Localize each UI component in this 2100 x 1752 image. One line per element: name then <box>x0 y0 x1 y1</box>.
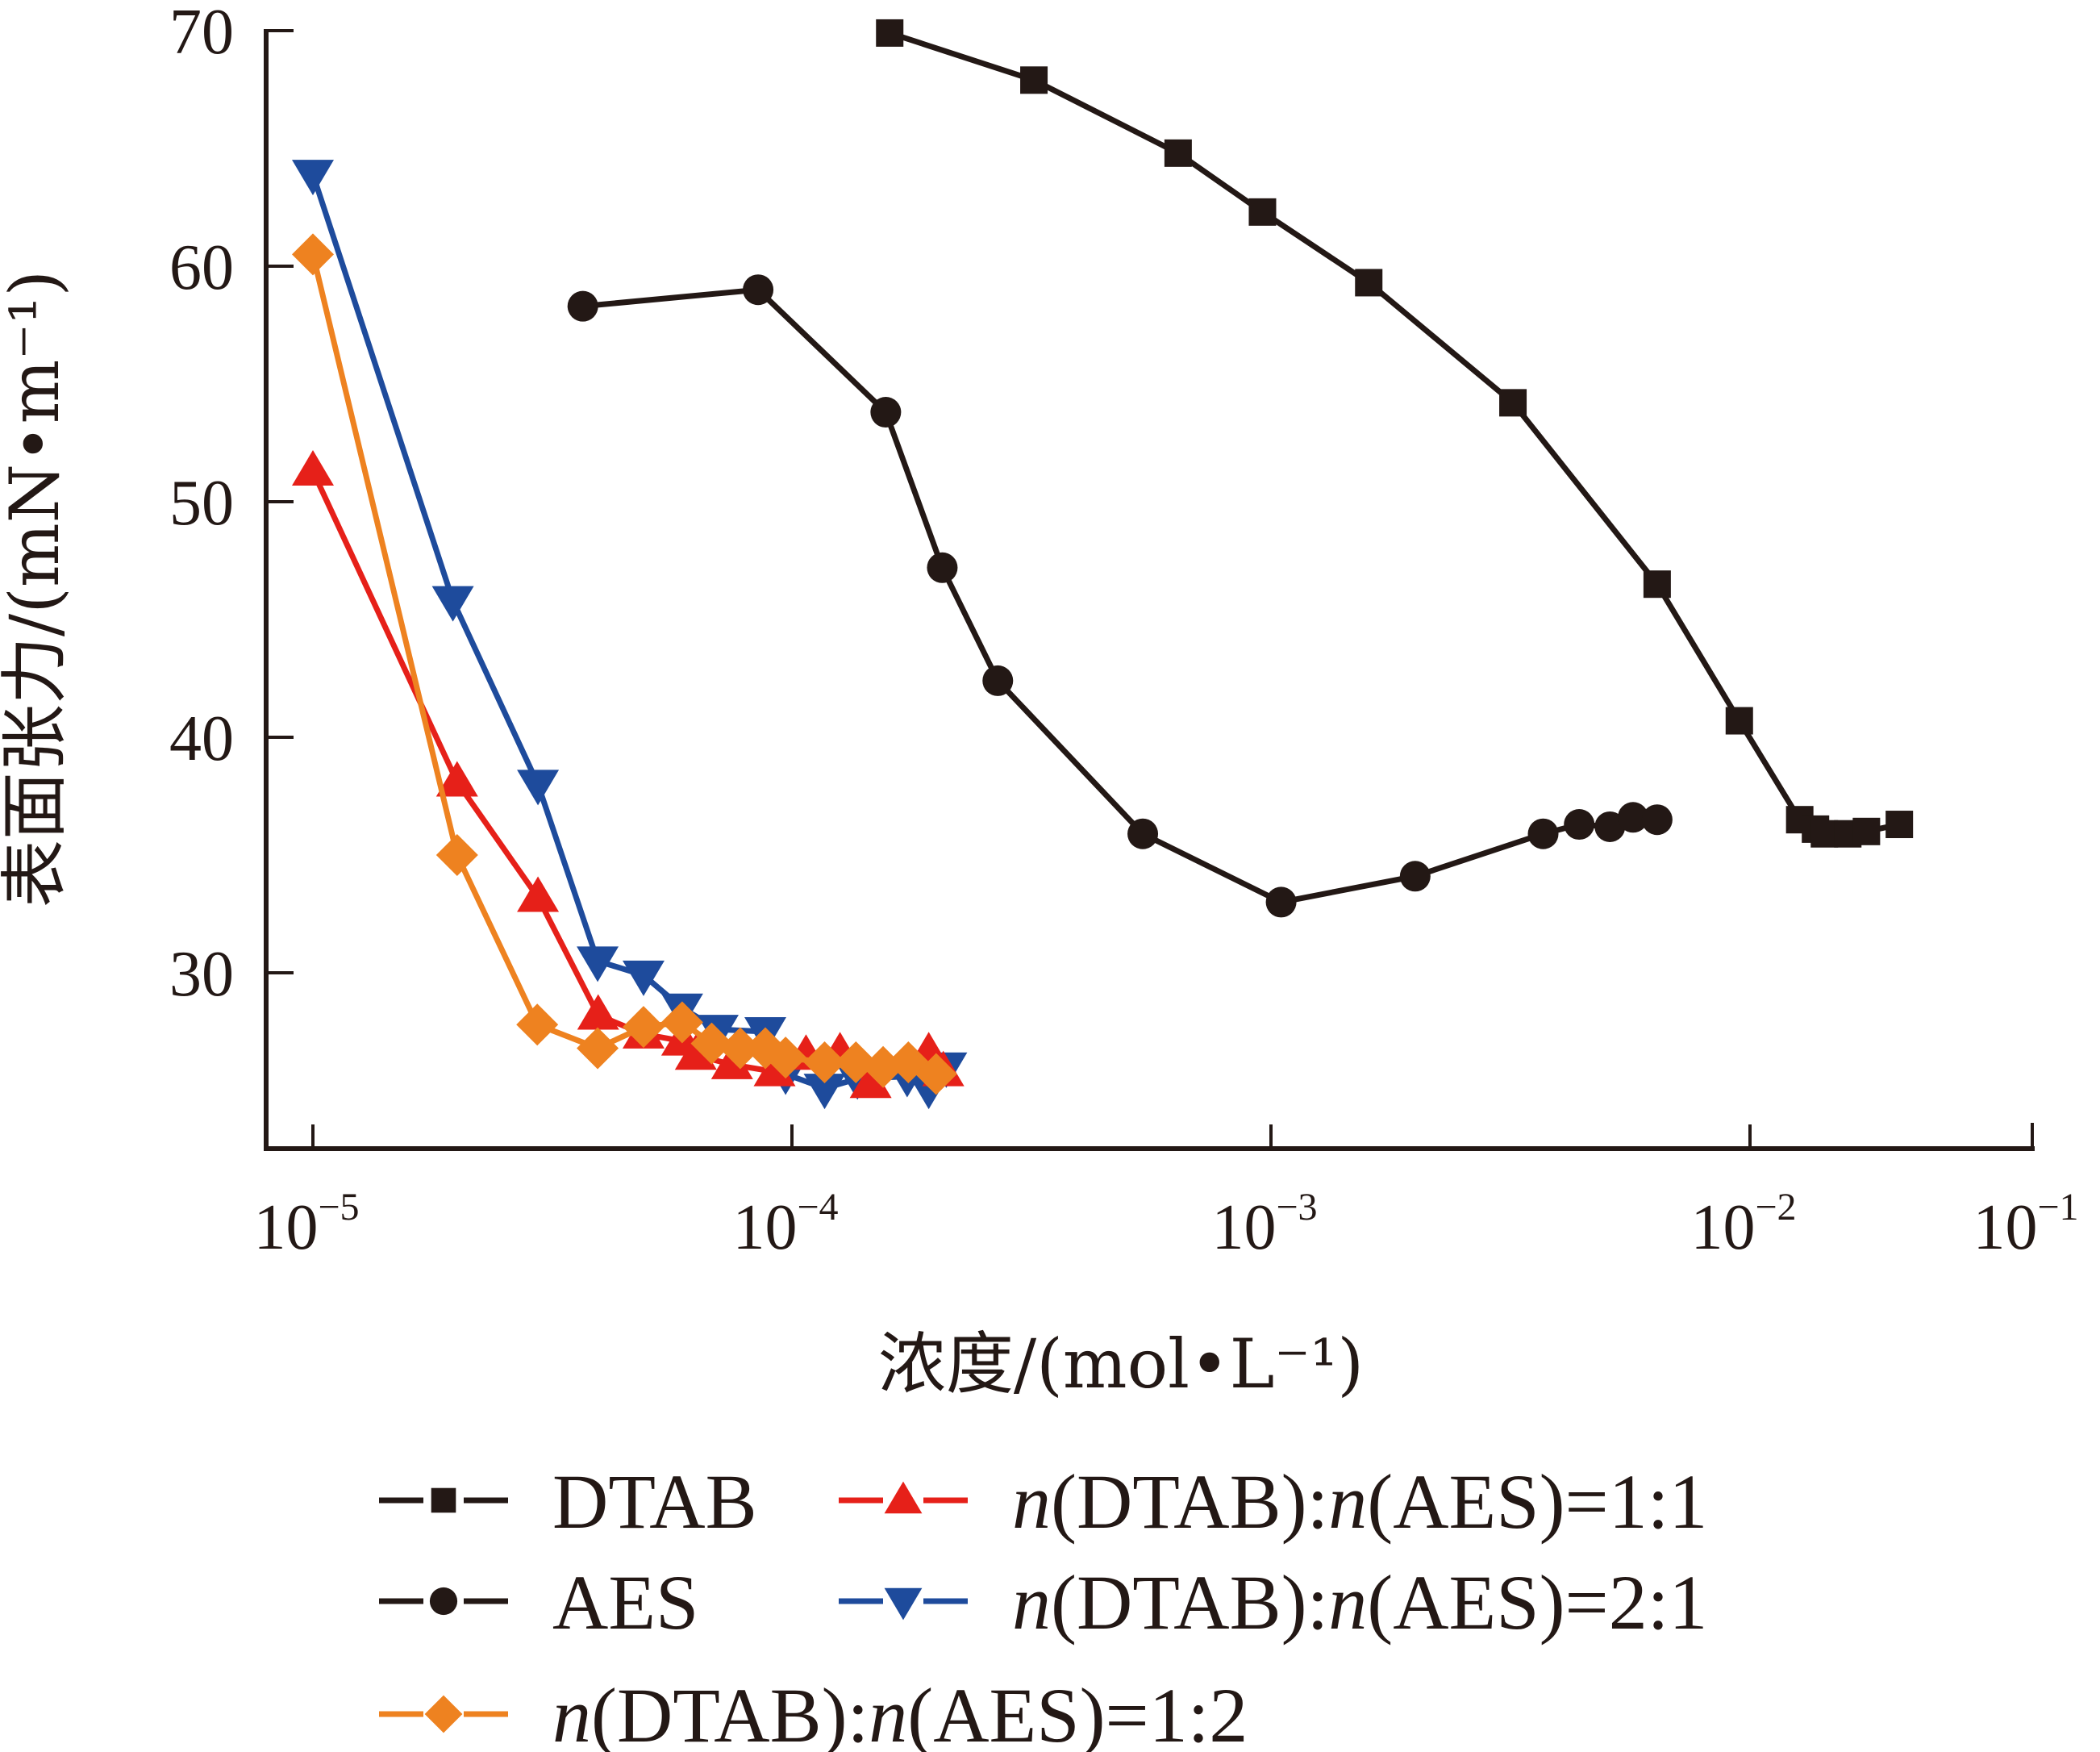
data-point-aes <box>1265 886 1297 918</box>
data-point-dtab <box>1499 389 1527 417</box>
y-tick-label: 70 <box>169 0 234 68</box>
data-point-n-dtab-n-aes-1-2 <box>803 1041 846 1083</box>
data-point-aes <box>1127 818 1159 849</box>
data-point-dtab <box>1852 817 1881 845</box>
legend-item-n-dtab-n-aes-1-1: n(DTAB):n(AES)=1:1 <box>839 1458 1707 1545</box>
series-dtab <box>876 19 1914 848</box>
series-line-aes <box>582 286 1658 905</box>
legend-label: n(DTAB):n(AES)=2:1 <box>1012 1559 1707 1646</box>
data-point-dtab <box>876 19 904 47</box>
data-point-aes <box>927 552 958 583</box>
x-tick-label: 10−3 <box>1211 1186 1317 1263</box>
legend-marker-circle <box>429 1587 458 1616</box>
data-point-n-dtab-n-aes-1-1 <box>849 1062 892 1099</box>
x-tick-label: 10−4 <box>732 1186 838 1263</box>
data-point-aes <box>743 274 774 306</box>
x-axis-title: 浓度/(mol•L⁻¹) <box>878 1324 1364 1404</box>
data-point-n-dtab-n-aes-1-2 <box>660 1001 703 1044</box>
data-point-aes <box>1617 802 1648 833</box>
x-tick-label: 10−2 <box>1690 1186 1796 1263</box>
y-tick-label: 50 <box>169 468 234 539</box>
data-point-dtab <box>1248 198 1277 226</box>
data-point-n-dtab-n-aes-2-1 <box>577 946 619 982</box>
axes <box>264 29 2035 1151</box>
series-n-dtab-n-aes-1-2 <box>292 233 957 1095</box>
data-point-n-dtab-n-aes-1-2 <box>292 233 334 276</box>
data-point-aes <box>870 397 902 428</box>
data-point-n-dtab-n-aes-1-2 <box>765 1037 807 1079</box>
data-point-n-dtab-n-aes-1-2 <box>719 1027 761 1070</box>
legend-label: n(DTAB):n(AES)=1:2 <box>552 1672 1248 1752</box>
x-ticks: 10−5 10−4 10−3 10−2 10−1 <box>253 1124 2079 1263</box>
data-point-dtab <box>1355 269 1383 297</box>
data-point-aes <box>1527 818 1559 849</box>
y-tick-label: 60 <box>169 232 234 303</box>
data-point-aes <box>1641 804 1673 836</box>
legend-marker-diamond <box>424 1695 463 1733</box>
legend-label: AES <box>552 1559 698 1646</box>
data-point-n-dtab-n-aes-1-2 <box>690 1022 733 1065</box>
data-point-n-dtab-n-aes-1-2 <box>835 1041 877 1083</box>
legend-marker-square <box>431 1487 456 1513</box>
data-point-dtab <box>1643 570 1671 599</box>
y-tick-label: 40 <box>169 703 234 774</box>
data-point-n-dtab-n-aes-1-2 <box>435 834 478 876</box>
data-point-n-dtab-n-aes-2-1 <box>292 160 334 196</box>
data-point-n-dtab-n-aes-1-1 <box>577 994 619 1030</box>
y-axis-title: 表面张力/(mN•m⁻¹) <box>0 270 74 907</box>
series-aes <box>567 274 1673 918</box>
data-point-n-dtab-n-aes-1-2 <box>915 1053 957 1095</box>
data-point-n-dtab-n-aes-2-1 <box>622 960 665 996</box>
data-point-aes <box>982 665 1014 696</box>
legend-item-dtab: DTAB <box>379 1458 757 1545</box>
series-line-n-dtab-n-aes-2-1 <box>310 173 949 1091</box>
data-point-aes <box>1399 861 1431 892</box>
data-point-aes <box>1594 811 1626 842</box>
data-point-n-dtab-n-aes-2-1 <box>803 1074 846 1110</box>
data-point-n-dtab-n-aes-1-1 <box>674 1034 717 1070</box>
series-line-n-dtab-n-aes-1-2 <box>310 253 938 1077</box>
series-line-n-dtab-n-aes-1-1 <box>310 469 946 1087</box>
data-point-n-dtab-n-aes-1-1 <box>435 761 478 797</box>
plot-series <box>292 19 1914 1110</box>
legend: DTAB n(DTAB):n(AES)=1:1 AES n(DTAB):n(AES)=… <box>379 1458 1707 1752</box>
legend-item-aes: AES <box>379 1559 698 1646</box>
y-tick-label: 30 <box>169 939 234 1010</box>
legend-marker-triangle-down <box>884 1587 923 1621</box>
data-point-dtab <box>1810 820 1839 848</box>
legend-label: n(DTAB):n(AES)=1:1 <box>1012 1458 1707 1545</box>
x-tick-label: 10−1 <box>1973 1186 2078 1263</box>
data-point-dtab <box>1885 811 1914 839</box>
data-point-dtab <box>1020 66 1048 94</box>
data-point-n-dtab-n-aes-1-1 <box>710 1043 753 1079</box>
x-tick-label: 10−5 <box>253 1186 359 1263</box>
data-point-n-dtab-n-aes-1-2 <box>516 1003 559 1046</box>
series-n-dtab-n-aes-1-1 <box>292 450 965 1099</box>
legend-marker-triangle-up <box>884 1481 923 1514</box>
data-point-aes <box>1564 809 1595 841</box>
legend-item-n-dtab-n-aes-1-2: n(DTAB):n(AES)=1:2 <box>379 1672 1248 1752</box>
legend-label: DTAB <box>552 1458 757 1545</box>
data-point-n-dtab-n-aes-2-1 <box>431 586 474 622</box>
legend-item-n-dtab-n-aes-2-1: n(DTAB):n(AES)=2:1 <box>839 1559 1707 1646</box>
data-point-dtab <box>1164 139 1192 167</box>
data-point-n-dtab-n-aes-2-1 <box>517 770 560 806</box>
data-point-n-dtab-n-aes-1-1 <box>292 450 334 486</box>
data-point-aes <box>567 290 598 322</box>
data-point-dtab <box>1725 707 1753 735</box>
y-ticks: 30 40 50 60 70 <box>169 0 294 1010</box>
data-point-n-dtab-n-aes-1-2 <box>622 1006 665 1049</box>
data-point-n-dtab-n-aes-1-2 <box>577 1027 619 1070</box>
data-point-n-dtab-n-aes-1-1 <box>517 876 560 912</box>
